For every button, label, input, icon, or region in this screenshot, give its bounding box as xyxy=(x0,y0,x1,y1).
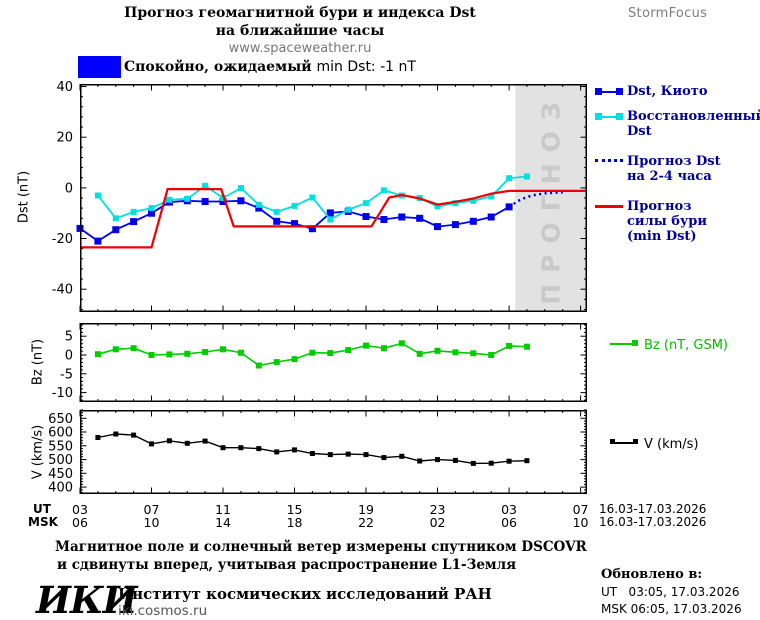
svg-text:0: 0 xyxy=(65,181,73,196)
svg-text:-10: -10 xyxy=(52,386,73,401)
svg-text:600: 600 xyxy=(48,426,73,441)
storm-level-marker xyxy=(595,203,623,210)
legend-item-forecast-dst: Прогноз Dst на 2-4 часа xyxy=(627,154,721,184)
v-legend-label: V (km/s) xyxy=(644,437,699,452)
status-color-swatch xyxy=(78,56,121,78)
institute-site: iki.cosmos.ru xyxy=(118,603,208,619)
time-tick-label: 15 xyxy=(286,502,303,517)
bz-legend: Bz (nT, GSM) xyxy=(610,334,728,353)
svg-text:650: 650 xyxy=(48,412,73,427)
svg-text:400: 400 xyxy=(48,481,73,496)
brand-label: StormFocus xyxy=(628,6,708,21)
time-tick-label: 03 xyxy=(72,502,88,517)
status-text-value: min Dst: -1 nT xyxy=(316,59,416,75)
forecast-dst-marker xyxy=(595,158,623,165)
page-subtitle: на ближайшие часы xyxy=(215,23,385,39)
updated-ut: UT 03:05, 17.03.2026 xyxy=(601,585,740,599)
iki-logo: ИКИ xyxy=(36,578,138,620)
bz-legend-label: Bz (nT, GSM) xyxy=(644,338,729,353)
svg-text:5: 5 xyxy=(65,330,73,345)
svg-text:40: 40 xyxy=(56,80,73,95)
page-title: Прогноз геомагнитной бури и индекса Dst xyxy=(124,5,476,21)
svg-text:500: 500 xyxy=(48,453,73,468)
ut-date-range: 16.03-17.03.2026 xyxy=(599,502,707,516)
time-tick-label: 10 xyxy=(572,515,589,530)
dst-legend: Dst, Киото Восстановленный Dst Прогноз D… xyxy=(595,84,760,264)
svg-text:550: 550 xyxy=(48,439,73,454)
dst-kyoto-marker xyxy=(595,88,623,95)
svg-text:0: 0 xyxy=(65,349,73,364)
msk-date-range: 16.03-17.03.2026 xyxy=(599,515,707,529)
bz-chart: 5 0 -5 -10 xyxy=(52,323,587,402)
time-tick-label: 06 xyxy=(501,515,517,530)
bz-axis-title: Bz (nT) xyxy=(30,338,46,386)
svg-text:-5: -5 xyxy=(60,367,73,382)
svg-text:20: 20 xyxy=(56,131,73,146)
time-tick-label: 23 xyxy=(429,502,446,517)
v-axis-title: V (km/s) xyxy=(30,424,46,480)
v-legend: V (km/s) xyxy=(610,433,699,452)
dst-chart: ПРОГНОЗ 40 20 0 -20 -40 xyxy=(52,80,587,312)
time-tick-label: 10 xyxy=(143,515,160,530)
restored-dst-marker xyxy=(595,113,623,120)
ut-row-header: UT xyxy=(33,502,51,516)
legend-item-storm-level: Прогноз силы бури (min Dst) xyxy=(627,199,708,244)
data-note-line1: Магнитное поле и солнечный ветер измерен… xyxy=(55,539,587,555)
time-tick-label: 18 xyxy=(286,515,303,530)
time-tick-label: 07 xyxy=(143,502,160,517)
data-note-line2: и сдвинуты вперед, учитывая распростране… xyxy=(57,557,517,573)
time-tick-label: 07 xyxy=(572,502,589,517)
time-tick-label: 02 xyxy=(429,515,446,530)
time-tick-label: 19 xyxy=(358,502,374,517)
svg-text:-20: -20 xyxy=(52,232,73,247)
status-text: Спокойно, ожидаемый min Dst: -1 nT xyxy=(124,59,416,75)
time-tick-label: 22 xyxy=(358,515,374,530)
source-url: www.spaceweather.ru xyxy=(228,41,372,56)
svg-text:450: 450 xyxy=(48,467,73,482)
msk-row-header: MSK xyxy=(28,515,58,529)
legend-item-dst-kyoto: Dst, Киото xyxy=(627,84,708,99)
time-tick-label: 06 xyxy=(72,515,88,530)
legend-item-restored-dst: Восстановленный Dst xyxy=(627,109,760,139)
updated-label: Обновлено в: xyxy=(601,567,703,582)
status-text-main: Спокойно, ожидаемый xyxy=(124,59,312,75)
dst-axis-title: Dst (nT) xyxy=(16,170,32,224)
time-tick-label: 14 xyxy=(215,515,231,530)
time-tick-label: 11 xyxy=(215,502,231,517)
time-tick-label: 03 xyxy=(501,502,517,517)
institute-name: Институт космических исследований РАН xyxy=(118,585,492,603)
updated-msk: MSK 06:05, 17.03.2026 xyxy=(601,602,742,616)
svg-text:ПРОГНОЗ: ПРОГНОЗ xyxy=(537,91,566,304)
svg-text:-40: -40 xyxy=(52,283,73,298)
